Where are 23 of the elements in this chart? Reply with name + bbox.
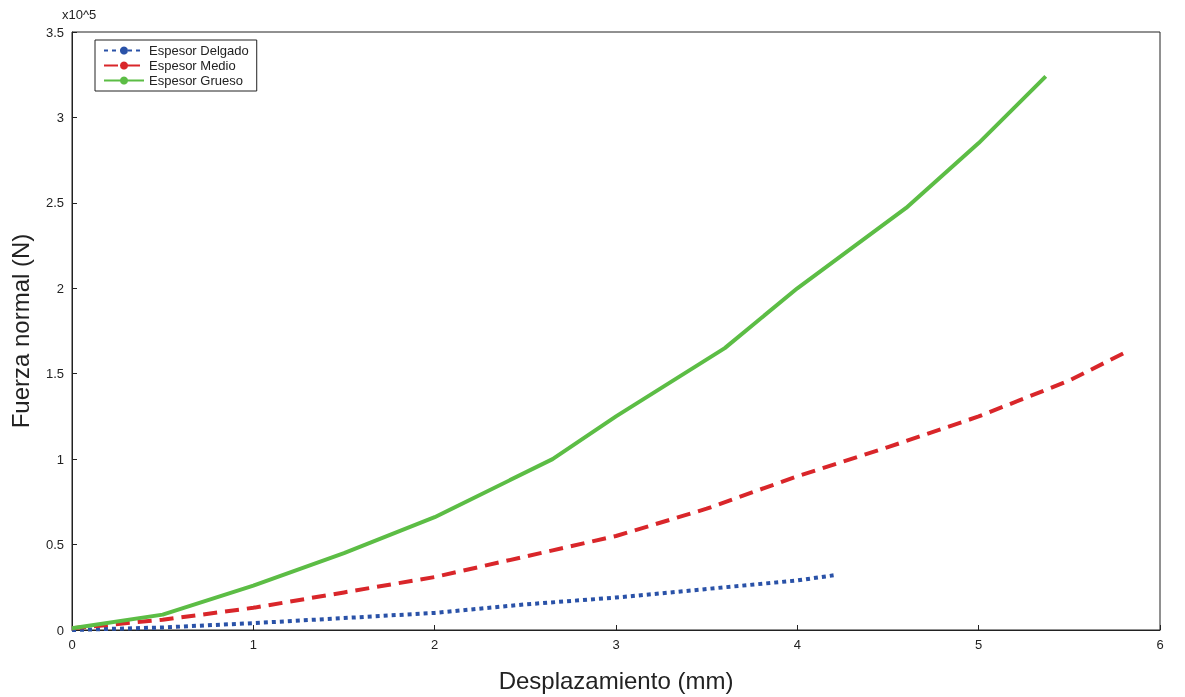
y-tick-label: 0: [56, 622, 64, 638]
legend-label: Espesor Delgado: [149, 43, 249, 58]
text: x10^5: [62, 7, 97, 22]
x-tick-label: 5: [975, 637, 983, 652]
x-tick-label: 1: [249, 637, 257, 652]
y-tick-label: 1: [56, 451, 64, 467]
x-axis-title: Desplazamiento (mm): [498, 666, 734, 694]
x-tick-label: 0: [68, 637, 76, 652]
y-axis-title: Fuerza normal (N): [6, 233, 34, 429]
y-tick-label: 3: [56, 109, 64, 125]
y-tick-label: 3.5: [45, 24, 64, 40]
legend-label: Espesor Grueso: [149, 73, 243, 88]
y-tick-label: 0.5: [45, 537, 64, 553]
x-tick-label: 2: [431, 637, 439, 652]
y-tick-label: 2.5: [45, 195, 64, 211]
x-tick-label: 3: [612, 637, 620, 652]
y-tick-label: 1.5: [45, 366, 64, 382]
y-tick-label: 2: [56, 280, 64, 296]
x-tick-label: 6: [1156, 637, 1164, 652]
line-series: [70, 74, 1048, 631]
line-series: [70, 573, 836, 632]
legend-label: Espesor Medio: [149, 58, 236, 73]
x-tick-label: 4: [793, 637, 801, 652]
